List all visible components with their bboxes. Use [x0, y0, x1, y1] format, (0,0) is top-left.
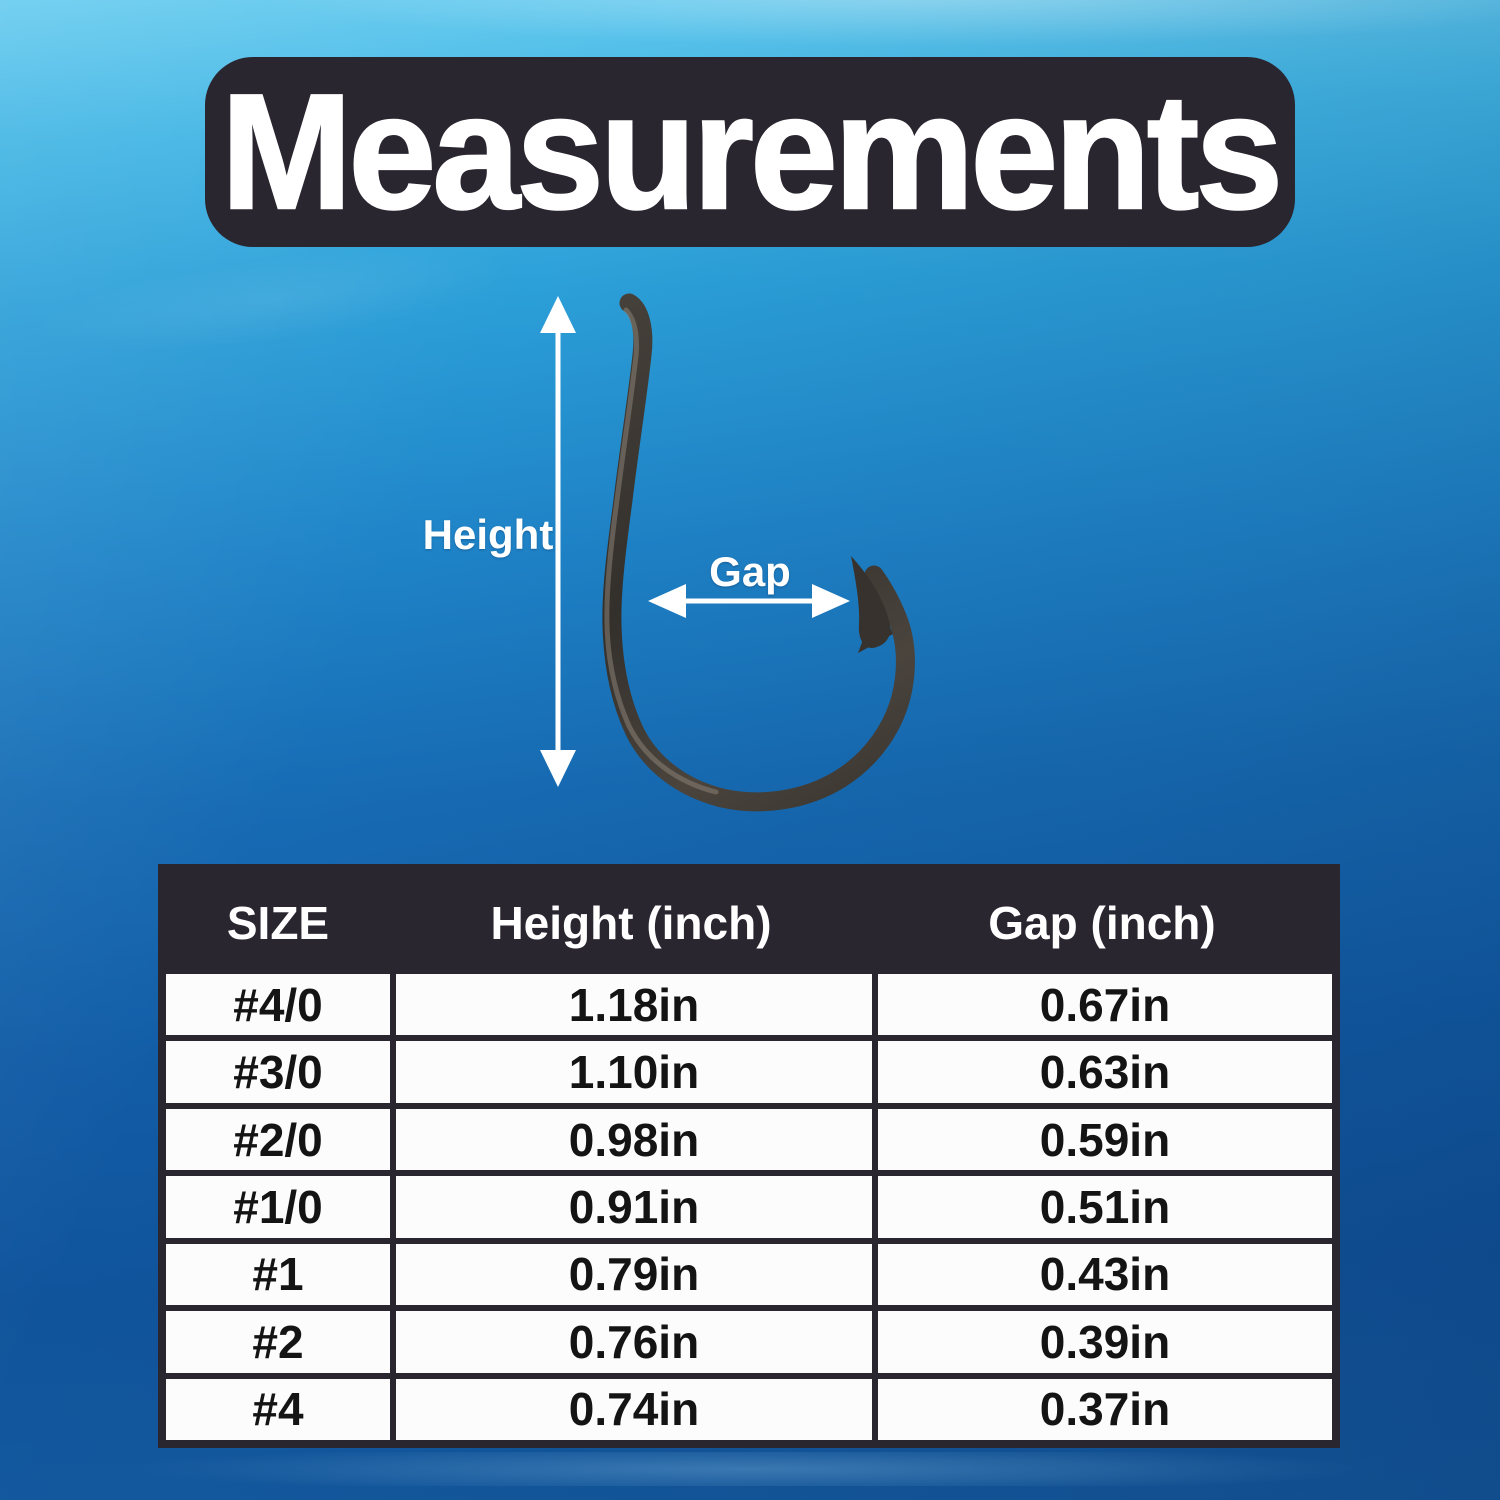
- cell-height: 1.18in: [390, 974, 872, 1036]
- height-label: Height: [422, 511, 554, 558]
- gap-arrow: [648, 584, 850, 618]
- gap-label: Gap: [709, 548, 791, 595]
- table-row: #3/0 1.10in 0.63in: [166, 1041, 1332, 1103]
- cell-height: 0.98in: [390, 1108, 872, 1171]
- title-banner: Measurements: [205, 57, 1295, 247]
- table-row: #2 0.76in 0.39in: [166, 1311, 1332, 1373]
- fishing-hook-image: [602, 293, 915, 812]
- hook-wire-highlight: [604, 307, 719, 795]
- header-gap: Gap (inch): [988, 897, 1216, 949]
- cell-gap: 0.59in: [872, 1108, 1332, 1171]
- measurements-table: SIZE Height (inch) Gap (inch) #4/0 1.18i…: [158, 864, 1340, 1448]
- cell-height: 0.76in: [390, 1311, 872, 1373]
- cell-gap: 0.39in: [872, 1311, 1332, 1373]
- height-arrow: [540, 296, 576, 787]
- cell-gap: 0.43in: [872, 1243, 1332, 1306]
- header-height: Height (inch): [490, 897, 772, 949]
- cell-size: #2: [252, 1315, 304, 1368]
- cell-gap: 0.67in: [872, 974, 1332, 1036]
- cell-size: #2/0: [233, 1113, 323, 1166]
- cell-height: 0.74in: [390, 1378, 872, 1440]
- cell-height: 1.10in: [390, 1041, 872, 1103]
- table-row: #1 0.79in 0.43in: [166, 1243, 1332, 1306]
- table-body: #4/0 1.18in 0.67in #3/0 1.10in 0.63in #2…: [166, 974, 1332, 1440]
- table-row: #4/0 1.18in 0.67in: [166, 974, 1332, 1036]
- cell-height: 0.91in: [390, 1176, 872, 1238]
- table-header-row: SIZE Height (inch) Gap (inch): [166, 872, 1332, 974]
- cell-gap: 0.63in: [872, 1041, 1332, 1103]
- cell-size: #1/0: [233, 1180, 323, 1233]
- cell-size: #3/0: [233, 1046, 323, 1099]
- cell-size: #4: [252, 1383, 304, 1436]
- cell-size: #1: [252, 1248, 304, 1301]
- cell-height: 0.79in: [390, 1243, 872, 1306]
- cell-gap: 0.37in: [872, 1378, 1332, 1440]
- table-row: #4 0.74in 0.37in: [166, 1378, 1332, 1440]
- table-row: #2/0 0.98in 0.59in: [166, 1108, 1332, 1171]
- cell-gap: 0.51in: [872, 1176, 1332, 1238]
- table-row: #1/0 0.91in 0.51in: [166, 1176, 1332, 1238]
- hook-barb: [858, 594, 893, 653]
- header-size: SIZE: [226, 897, 330, 949]
- title-text: Measurements: [220, 60, 1284, 244]
- cell-size: #4/0: [233, 978, 323, 1031]
